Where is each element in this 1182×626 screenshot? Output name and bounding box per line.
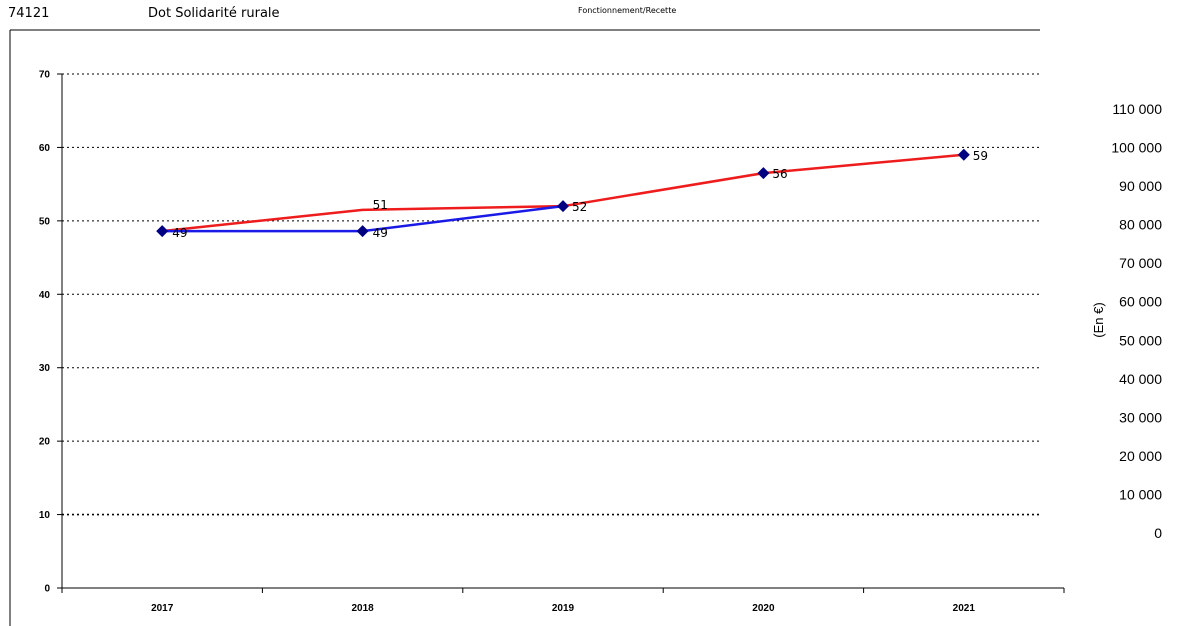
commune-code: 74121 (8, 6, 50, 21)
series-lines (162, 153, 964, 233)
budget-line-label: Dot Solidarité rurale (148, 6, 280, 21)
data-label: 59 (973, 149, 988, 163)
y-tick-label: 20 (39, 437, 51, 448)
secondary-y-tick-label: 0 (1154, 525, 1162, 541)
data-label: 49 (172, 226, 187, 240)
x-axis-ticks: 2017 2018 2019 2020 2021 (61, 588, 1065, 614)
secondary-y-tick-label: 100 000 (1111, 140, 1162, 156)
secondary-y-tick-label: 90 000 (1119, 178, 1162, 194)
y-tick-label: 40 (39, 290, 51, 301)
secondary-y-tick-label: 80 000 (1119, 217, 1162, 233)
data-label: 52 (572, 200, 587, 214)
secondary-y-tick-label: 60 000 (1119, 294, 1162, 310)
secondary-y-tick-label: 30 000 (1119, 409, 1162, 425)
data-labels: 51 49 49 52 56 59 (172, 149, 988, 240)
x-tick-label: 2017 (151, 603, 174, 614)
data-marker (557, 200, 569, 213)
secondary-y-tick-label: 110 000 (1112, 101, 1162, 117)
y-tick-label: 30 (39, 363, 51, 374)
series-line-1 (162, 153, 964, 233)
secondary-y-tick-label: 50 000 (1119, 332, 1162, 348)
x-tick-label: 2020 (752, 603, 775, 614)
y-tick-label: 50 (39, 216, 51, 227)
x-tick-label: 2019 (552, 603, 575, 614)
y-tick-label: 70 (39, 70, 51, 81)
section-label: Fonctionnement/Recette (578, 6, 677, 15)
data-marker (757, 167, 770, 180)
y-tick-label: 0 (44, 584, 50, 595)
x-tick-label: 2018 (351, 603, 374, 614)
gridlines (62, 73, 1040, 516)
x-tick-label: 2021 (953, 603, 976, 614)
secondary-y-tick-label: 40 000 (1119, 371, 1162, 387)
secondary-y-tick-label: 20 000 (1119, 448, 1162, 464)
secondary-axis-unit-label: (En €) (1091, 302, 1106, 337)
y-tick-label: 60 (39, 143, 51, 154)
data-marker (356, 225, 369, 238)
y-axis-ticks: 0 10 20 30 40 50 60 70 (39, 70, 62, 595)
secondary-y-tick-label: 10 000 (1119, 486, 1162, 502)
secondary-y-tick-label: 70 000 (1119, 255, 1162, 271)
data-label: 49 (373, 226, 388, 240)
data-marker (957, 148, 970, 161)
data-marker (156, 225, 169, 238)
data-label: 56 (772, 167, 787, 181)
secondary-y-axis: 0 10 000 20 000 30 000 40 000 50 000 60 000 70 … (1091, 101, 1162, 541)
y-tick-label: 10 (39, 510, 51, 521)
data-markers (156, 148, 970, 238)
data-label: 51 (373, 198, 388, 212)
